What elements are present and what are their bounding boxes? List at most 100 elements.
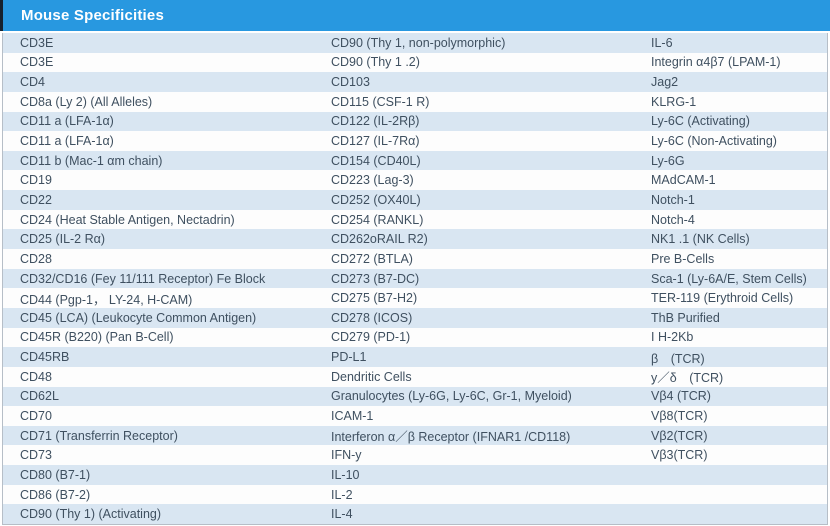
specificity-cell-col1: CD24 (Heat Stable Antigen, Nectadrin) bbox=[20, 212, 235, 227]
specificity-cell-col2: CD254 (RANKL) bbox=[331, 212, 424, 227]
specificity-cell-col2: IL-10 bbox=[331, 467, 360, 482]
specificity-cell-col3: Jag2 bbox=[651, 75, 679, 90]
table-row: CD45RB PD-L1 β (TCR) bbox=[3, 347, 827, 367]
specificity-cell-col2: CD127 (IL-7Rα) bbox=[331, 134, 420, 149]
specificity-cell-col1: CD11 b (Mac-1 αm chain) bbox=[20, 153, 163, 168]
specificity-cell-col1: CD11 a (LFA-1α) bbox=[20, 114, 114, 129]
specificity-cell-col2: PD-L1 bbox=[331, 350, 367, 365]
table-row: CD11 a (LFA-1α) CD122 (IL-2Rβ) Ly-6C (Ac… bbox=[3, 111, 827, 132]
table-row: CD32/CD16 (Fey 11/111 Receptor) Fe Block… bbox=[3, 268, 827, 289]
specificity-cell-col2: IL-2 bbox=[331, 487, 353, 502]
table-row: CD3E CD90 (Thy 1, non-polymorphic) IL-6 bbox=[3, 33, 827, 53]
specificity-cell-col1: CD70 bbox=[20, 408, 52, 423]
table-row: CD90 (Thy 1) (Activating) IL-4 bbox=[3, 504, 827, 525]
specificity-cell-col1: CD22 bbox=[20, 192, 52, 207]
table-row: CD48 Dendritic Cells y／δ (TCR) bbox=[3, 366, 827, 387]
specificity-cell-col3: Vβ3(TCR) bbox=[651, 448, 708, 463]
table-row: CD4 CD103 Jag2 bbox=[3, 72, 827, 92]
specificity-cell-col1: CD32/CD16 (Fey 11/111 Receptor) Fe Block bbox=[20, 271, 266, 286]
specificity-cell-col2: Granulocytes (Ly-6G, Ly-6C, Gr-1, Myeloi… bbox=[331, 389, 572, 404]
table-row: CD19 CD223 (Lag-3) MAdCAM-1 bbox=[3, 170, 827, 191]
specificity-cell-col3: Integrin α4β7 (LPAM-1) bbox=[651, 55, 781, 70]
specificity-cell-col3: β (TCR) bbox=[651, 351, 705, 366]
table-row: CD11 b (Mac-1 αm chain) CD154 (CD40L) Ly… bbox=[3, 150, 827, 171]
specificity-cell-col1: CD45 (LCA) (Leukocyte Common Antigen) bbox=[20, 310, 257, 325]
specificity-cell-col3: Ly-6G bbox=[651, 153, 685, 168]
specificity-cell-col2: Dendritic Cells bbox=[331, 369, 412, 384]
specificity-cell-col1: CD19 bbox=[20, 173, 52, 188]
page-title: Mouse Specificities bbox=[21, 7, 165, 24]
table-row: CD45R (B220) (Pan B-Cell) CD279 (PD-1) I… bbox=[3, 327, 827, 348]
specificity-cell-col3: y／δ (TCR) bbox=[651, 371, 724, 386]
specificity-cell-col1: CD62L bbox=[20, 389, 59, 404]
specificity-cell-col1: CD44 (Pgp-1， LY-24, H-CAM) bbox=[20, 292, 193, 307]
specificity-cell-col2: IL-4 bbox=[331, 507, 353, 522]
specificity-cell-col3: Vβ4 (TCR) bbox=[651, 389, 711, 404]
specificity-cell-col3: Ly-6C (Non-Activating) bbox=[651, 134, 777, 149]
specificity-cell-col2: CD103 bbox=[331, 75, 370, 90]
table-row: CD44 (Pgp-1， LY-24, H-CAM) CD275 (B7-H2)… bbox=[3, 288, 827, 308]
table-row: CD86 (B7-2) IL-2 bbox=[3, 484, 827, 505]
specificity-cell-col3: Notch-1 bbox=[651, 192, 695, 207]
table-row: CD25 (IL-2 Rα) CD262oRAIL R2) NK1 .1 (NK… bbox=[3, 229, 827, 250]
specificity-cell-col3: Sca-1 (Ly-6A/E, Stem Cells) bbox=[651, 271, 807, 286]
specificity-cell-col1: CD48 bbox=[20, 369, 52, 384]
specificity-cell-col1: CD90 (Thy 1) (Activating) bbox=[20, 507, 162, 522]
specificity-cell-col1: CD28 bbox=[20, 251, 52, 266]
specificity-cell-col2: CD122 (IL-2Rβ) bbox=[331, 114, 420, 129]
specificity-cell-col2: IFN-y bbox=[331, 448, 362, 463]
specificity-cell-col3: NK1 .1 (NK Cells) bbox=[651, 232, 750, 247]
specificity-cell-col1: CD8a (Ly 2) (All Alleles) bbox=[20, 94, 153, 109]
specificity-cell-col1: CD11 a (LFA-1α) bbox=[20, 134, 114, 149]
specificity-cell-col3: IL-6 bbox=[651, 35, 673, 50]
specificity-cell-col2: CD275 (B7-H2) bbox=[331, 291, 418, 306]
specificity-cell-col2: CD90 (Thy 1, non-polymorphic) bbox=[331, 35, 506, 50]
table-row: CD80 (B7-1) IL-10 bbox=[3, 465, 827, 485]
specificity-cell-col1: CD73 bbox=[20, 448, 52, 463]
table-row: CD8a (Ly 2) (All Alleles) CD115 (CSF-1 R… bbox=[3, 91, 827, 112]
specificity-cell-col1: CD4 bbox=[20, 75, 46, 90]
specificity-cell-col1: CD71 (Transferrin Receptor) bbox=[20, 428, 178, 443]
specificity-cell-col3: KLRG-1 bbox=[651, 94, 697, 109]
table-row: CD73 IFN-y Vβ3(TCR) bbox=[3, 445, 827, 466]
specificity-cell-col1: CD86 (B7-2) bbox=[20, 487, 91, 502]
specificity-cell-col1: CD80 (B7-1) bbox=[20, 467, 91, 482]
specificity-cell-col2: CD279 (PD-1) bbox=[331, 330, 411, 345]
table-header-bar: Mouse Specificities bbox=[0, 0, 830, 31]
table-row: CD24 (Heat Stable Antigen, Nectadrin) CD… bbox=[3, 209, 827, 230]
specificity-cell-col2: CD252 (OX40L) bbox=[331, 192, 421, 207]
specificity-cell-col2: CD272 (BTLA) bbox=[331, 251, 413, 266]
table-row: CD71 (Transferrin Receptor) Interferon α… bbox=[3, 425, 827, 446]
specificity-cell-col2: CD115 (CSF-1 R) bbox=[331, 94, 430, 109]
specificity-cell-col2: CD262oRAIL R2) bbox=[331, 232, 428, 247]
specificity-cell-col2: CD223 (Lag-3) bbox=[331, 173, 414, 188]
table-row: CD70 ICAM-1 Vβ8(TCR) bbox=[3, 406, 827, 426]
specificity-cell-col1: CD25 (IL-2 Rα) bbox=[20, 232, 106, 247]
table-row: CD45 (LCA) (Leukocyte Common Antigen) CD… bbox=[3, 307, 827, 328]
specificity-cell-col3: Ly-6C (Activating) bbox=[651, 114, 750, 129]
specificity-cell-col2: CD90 (Thy 1 .2) bbox=[331, 55, 420, 70]
header-left-edge bbox=[0, 0, 3, 31]
table-row: CD11 a (LFA-1α) CD127 (IL-7Rα) Ly-6C (No… bbox=[3, 131, 827, 151]
specificity-cell-col1: CD3E bbox=[20, 55, 54, 70]
table-row: CD28 CD272 (BTLA) Pre B-Cells bbox=[3, 249, 827, 269]
table-row: CD22 CD252 (OX40L) Notch-1 bbox=[3, 190, 827, 210]
specificity-cell-col2: CD278 (ICOS) bbox=[331, 310, 413, 325]
specificity-cell-col2: ICAM-1 bbox=[331, 408, 374, 423]
specificity-cell-col1: CD45R (B220) (Pan B-Cell) bbox=[20, 330, 174, 345]
specificity-cell-col3: MAdCAM-1 bbox=[651, 173, 716, 188]
table-row: CD62L Granulocytes (Ly-6G, Ly-6C, Gr-1, … bbox=[3, 386, 827, 407]
specificity-cell-col1: CD3E bbox=[20, 35, 54, 50]
specificity-cell-col1: CD45RB bbox=[20, 350, 70, 365]
specificity-cell-col2: Interferon α／β Receptor (IFNAR1 /CD118) bbox=[331, 430, 571, 445]
specificity-cell-col3: Pre B-Cells bbox=[651, 251, 715, 266]
table-row: CD3E CD90 (Thy 1 .2) Integrin α4β7 (LPAM… bbox=[3, 52, 827, 73]
specificity-cell-col3: Vβ8(TCR) bbox=[651, 408, 708, 423]
mouse-specificities-table: CD3E CD90 (Thy 1, non-polymorphic) IL-6 … bbox=[2, 33, 828, 525]
specificity-cell-col2: CD273 (B7-DC) bbox=[331, 271, 420, 286]
specificity-cell-col3: Notch-4 bbox=[651, 212, 695, 227]
specificity-cell-col3: TER-119 (Erythroid Cells) bbox=[651, 291, 794, 306]
specificity-cell-col3: ThB Purified bbox=[651, 310, 720, 325]
specificity-cell-col3: I H-2Kb bbox=[651, 330, 694, 345]
specificity-cell-col2: CD154 (CD40L) bbox=[331, 153, 421, 168]
